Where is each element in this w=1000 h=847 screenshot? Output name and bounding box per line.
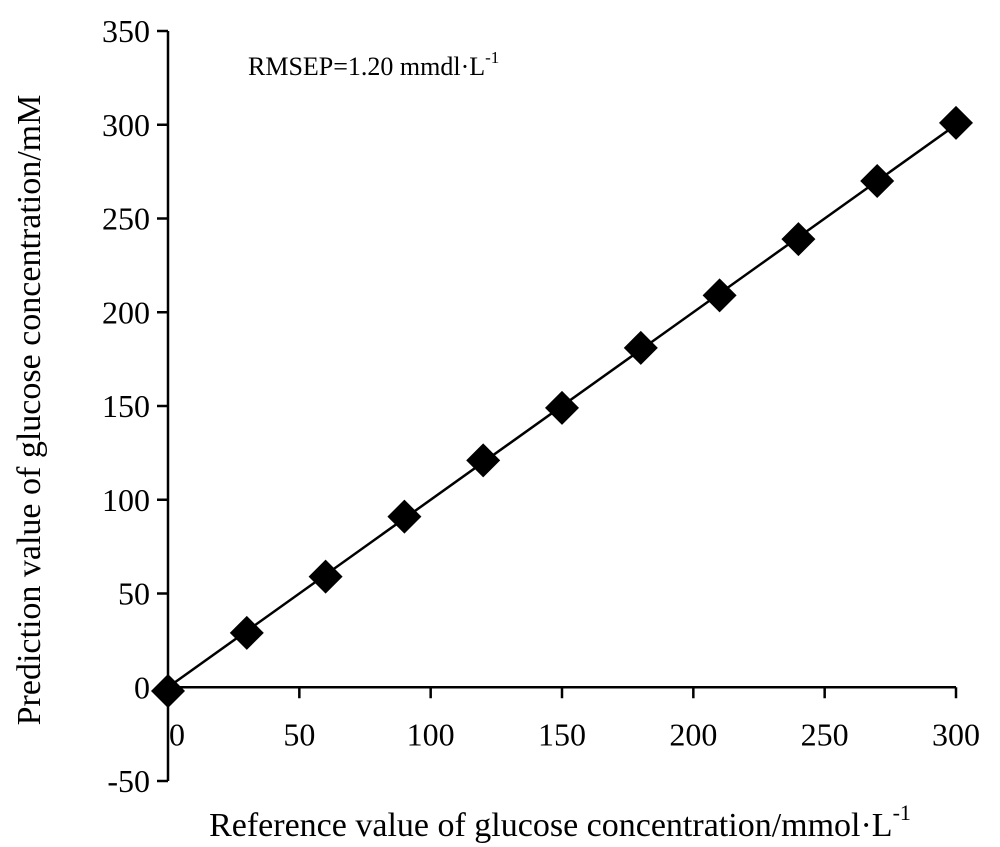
data-point-marker: [545, 390, 579, 425]
y-tick-label: 200: [102, 294, 150, 330]
x-tick-label: 300: [932, 716, 980, 752]
y-tick-label: 300: [102, 107, 150, 143]
x-tick-label: 200: [669, 716, 717, 752]
x-tick-label: 0: [169, 716, 185, 752]
data-points: [151, 105, 973, 708]
data-point-marker: [781, 222, 816, 257]
data-point-marker: [623, 330, 658, 365]
y-axis: -50 0 50 100 150 200 250 300 350: [102, 13, 170, 799]
data-point-marker: [387, 499, 422, 534]
x-axis-title: Reference value of glucose concentration…: [209, 800, 911, 844]
y-tick-label: 50: [118, 576, 150, 612]
y-tick-label: 250: [102, 201, 150, 237]
data-point-marker: [151, 674, 185, 708]
x-tick-label: 50: [283, 716, 315, 752]
x-axis: 0 50 100 150 200 250 300: [166, 686, 980, 752]
y-axis-title: Prediction value of glucose concentratio…: [11, 95, 48, 726]
x-ticks: 0 50 100 150 200 250 300: [166, 687, 980, 752]
y-tick-label: 100: [102, 482, 150, 518]
x-tick-label: 250: [801, 716, 849, 752]
data-point-marker: [860, 164, 895, 198]
y-ticks: -50 0 50 100 150 200 250 300 350: [102, 13, 168, 799]
data-point-marker: [939, 105, 973, 140]
x-tick-label: 100: [407, 716, 455, 752]
y-tick-label: 350: [102, 13, 150, 49]
y-tick-label: 150: [102, 388, 150, 424]
data-point-marker: [229, 615, 264, 650]
data-point-marker: [702, 278, 737, 313]
rmsep-annotation: RMSEP=1.20 mmdl·L-1: [248, 48, 499, 81]
y-tick-label: 0: [134, 669, 150, 705]
y-tick-label: -50: [107, 763, 150, 799]
data-point-marker: [466, 443, 501, 478]
x-tick-label: 150: [538, 716, 586, 752]
data-point-marker: [308, 559, 343, 594]
